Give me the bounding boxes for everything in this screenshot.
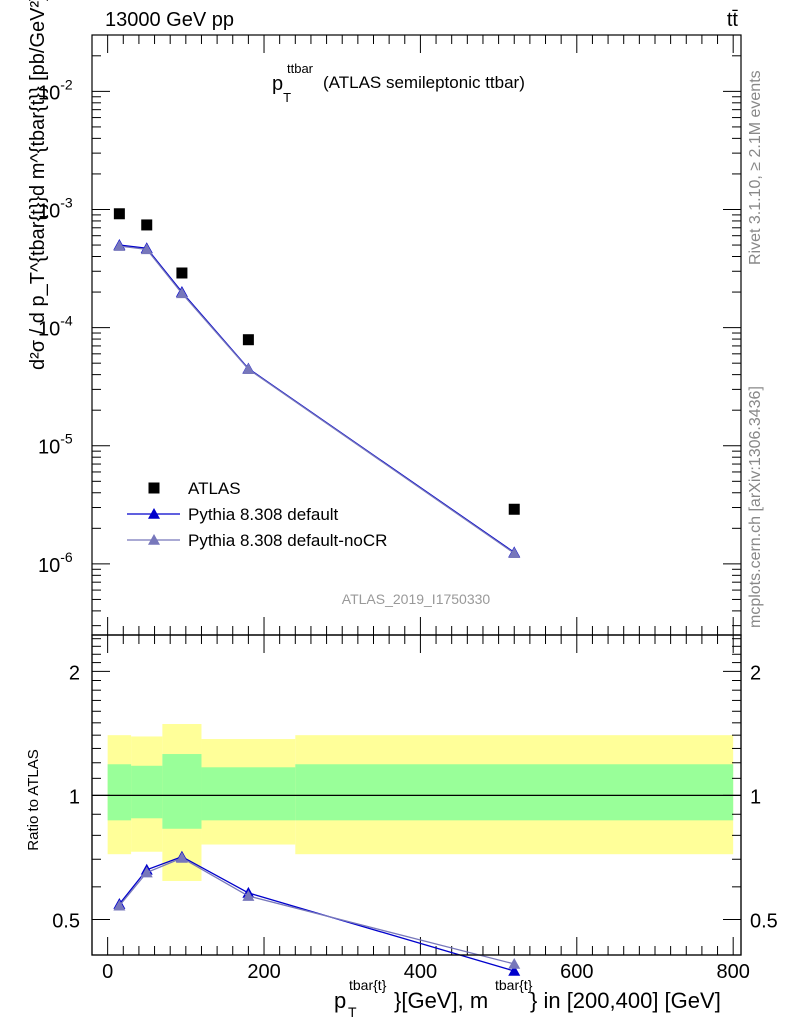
mcplots-label: mcplots.cern.ch [arXiv:1306.3436]: [747, 386, 764, 628]
mc-data-point: [242, 363, 255, 374]
x-axis-label: p T tbar{t} }[GeV], m tbar{t} } in [200,…: [334, 977, 721, 1020]
ratio-data-point: [242, 890, 255, 901]
ratio-y-tick-label-right: 0.5: [750, 910, 778, 932]
analysis-watermark: ATLAS_2019_I1750330: [342, 591, 491, 607]
legend-marker-triangle: [148, 534, 160, 545]
mc-data-point: [140, 243, 153, 255]
x-tick-label: 800: [716, 961, 749, 983]
atlas-data-point: [176, 267, 188, 279]
ratio-data-point: [113, 899, 126, 911]
ratio-data-point: [508, 957, 521, 969]
ratio-data-point: [508, 964, 521, 976]
y-tick-label: 10-5: [38, 431, 73, 459]
atlas-data-point: [242, 334, 254, 346]
uncertainty-band-inner: [131, 765, 163, 819]
atlas-data-point: [113, 208, 125, 220]
ratio-y-axis-label: Ratio to ATLAS: [25, 749, 42, 850]
mc-data-point: [508, 547, 521, 559]
svg-text:tbar{t}: tbar{t}: [495, 977, 533, 993]
energy-label: 13000 GeV pp: [105, 9, 234, 31]
ratio-y-tick-label: 2: [69, 662, 80, 684]
main-y-axis-label: d²σ / d p_T^{tbar{t}}d m^{tbar{t}} [pb/G…: [27, 0, 49, 370]
x-tick-label: 0: [102, 961, 113, 983]
x-tick-label: 600: [560, 961, 593, 983]
main-data-layer: [113, 208, 521, 559]
ratio-y-axis: 2 2 1 1 0.5 0.5: [52, 638, 778, 932]
ratio-y-tick-label-right: 2: [750, 662, 761, 684]
ratio-y-tick-label: 1: [69, 786, 80, 808]
ratio-data-point: [175, 851, 188, 863]
legend-label: ATLAS: [188, 479, 241, 498]
process-label: tt̄: [727, 9, 739, 31]
uncertainty-band-inner: [201, 767, 296, 821]
ratio-data-layer: [113, 850, 521, 976]
svg-text:tbar{t}: tbar{t}: [349, 977, 387, 993]
x-tick-label: 200: [247, 961, 280, 983]
mc-data-point: [175, 287, 188, 299]
legend: ATLAS Pythia 8.308 default Pythia 8.308 de…: [127, 479, 387, 550]
ratio-uncertainty-bands: [92, 724, 741, 881]
main-title: pT: [272, 73, 291, 105]
ratio-y-tick-label-right: 1: [750, 786, 761, 808]
mc-data-point: [113, 240, 126, 251]
main-title-superscript: ttbar: [287, 61, 314, 76]
ratio-plot-frame-overlay: [91, 634, 742, 956]
uncertainty-band-inner: [295, 764, 734, 821]
legend-marker-square: [148, 482, 160, 494]
svg-text:p: p: [334, 988, 346, 1013]
main-y-axis: 10-2 10-3 10-4 10-5 10-6: [38, 34, 741, 627]
uncertainty-band-inner: [162, 754, 202, 829]
ratio-y-tick-label: 0.5: [52, 910, 80, 932]
main-x-ticks: [107, 35, 734, 635]
svg-text:T: T: [348, 1004, 357, 1020]
ratio-x-axis: 0 200 400 600 800: [102, 635, 750, 983]
legend-label: Pythia 8.308 default: [188, 505, 339, 524]
y-tick-label: 10-3: [38, 194, 73, 222]
y-tick-label: 10-6: [38, 549, 73, 577]
atlas-data-point: [508, 503, 520, 515]
atlas-data-point: [141, 219, 153, 231]
legend-label: Pythia 8.308 default-noCR: [188, 531, 387, 550]
main-title-description: (ATLAS semileptonic ttbar): [323, 73, 525, 92]
svg-text:} in [200,400] [GeV]: } in [200,400] [GeV]: [530, 988, 721, 1013]
x-tick-label: 400: [404, 961, 437, 983]
svg-text:}[GeV], m: }[GeV], m: [394, 988, 488, 1013]
rivet-version-label: Rivet 3.1.10, ≥ 2.1M events: [747, 70, 764, 265]
y-tick-label: 10-4: [38, 313, 73, 341]
ratio-data-point: [140, 866, 153, 878]
y-tick-label: 10-2: [38, 76, 73, 104]
legend-marker-triangle: [148, 508, 160, 519]
uncertainty-band-inner: [107, 764, 132, 821]
